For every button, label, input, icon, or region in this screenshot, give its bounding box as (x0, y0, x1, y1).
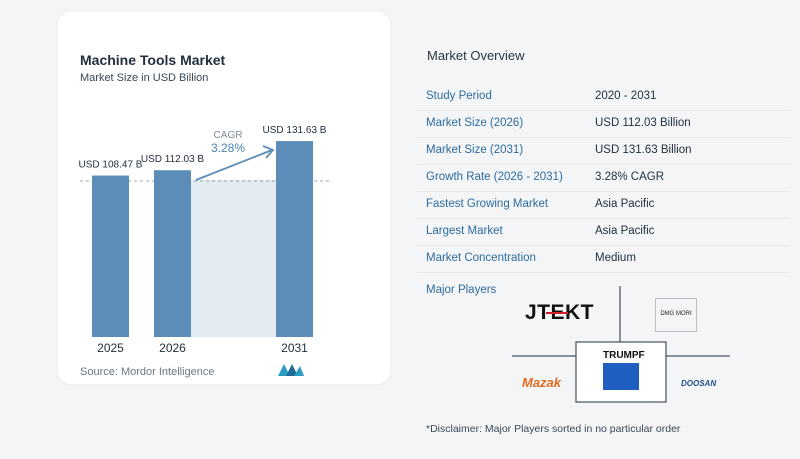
overview-row: Fastest Growing Market Asia Pacific (417, 192, 787, 219)
category-label-2031: 2031 (281, 341, 308, 355)
chart-subtitle: Market Size in USD Billion (80, 72, 209, 84)
category-label-2026: 2026 (159, 341, 186, 355)
overview-row: Study Period 2020 - 2031 (417, 84, 787, 111)
row-label: Market Size (2031) (426, 144, 524, 156)
row-label: Study Period (426, 90, 492, 102)
disclaimer: *Disclaimer: Major Players sorted in no … (426, 423, 681, 435)
cagr-arrow (195, 149, 273, 181)
overview-table: Study Period 2020 - 2031 Market Size (202… (417, 84, 787, 273)
bar-2026 (154, 170, 191, 337)
value-label-2026: USD 112.03 B (141, 154, 205, 165)
row-value: Asia Pacific (595, 198, 655, 210)
trumpf-logo: TRUMPF (603, 350, 645, 361)
row-value: USD 112.03 Billion (595, 117, 691, 129)
dmg-mori-logo: DMG MORI (660, 311, 692, 317)
row-label: Largest Market (426, 225, 503, 237)
row-label: Growth Rate (2026 - 2031) (426, 171, 563, 183)
mordor-logo-icon (278, 364, 304, 376)
chart-title: Machine Tools Market (80, 52, 226, 68)
overview-row: Market Size (2031) USD 131.63 Billion (417, 138, 787, 165)
trumpf-blue-block-icon (603, 363, 639, 390)
overview-title: Market Overview (427, 48, 525, 63)
cagr-label: CAGR (214, 130, 243, 141)
dmg-mori-logo-box (655, 298, 697, 332)
cagr-arrowhead (262, 145, 275, 159)
overview-row: Market Size (2026) USD 112.03 Billion (417, 111, 787, 138)
value-label-2025: USD 108.47 B (79, 160, 143, 171)
row-value: Medium (595, 252, 636, 264)
row-value: USD 131.63 Billion (595, 144, 692, 156)
bar-2031 (276, 141, 313, 337)
jtekt-red-bar-icon (546, 312, 568, 314)
growth-shade (189, 180, 277, 337)
source-note: Source: Mordor Intelligence (80, 366, 215, 378)
doosan-logo: DOOSAN (681, 379, 717, 388)
row-value: 3.28% CAGR (595, 171, 665, 183)
row-value: Asia Pacific (595, 225, 655, 237)
mazak-logo: Mazak (522, 375, 562, 390)
overview-row: Growth Rate (2026 - 2031) 3.28% CAGR (417, 165, 787, 192)
overview-row: Largest Market Asia Pacific (417, 219, 787, 246)
overview-row: Market Concentration Medium (417, 246, 787, 273)
bar-2025 (92, 175, 129, 337)
row-label: Fastest Growing Market (426, 198, 549, 210)
row-label: Market Size (2026) (426, 117, 524, 129)
cagr-value: 3.28% (211, 141, 245, 155)
row-label: Market Concentration (426, 252, 536, 264)
value-label-2031: USD 131.63 B (263, 125, 327, 136)
major-players-title: Major Players (426, 284, 497, 296)
bar-chart: USD 108.47 B 2025 USD 112.03 B 2026 USD 131.… (79, 125, 330, 355)
row-value: 2020 - 2031 (595, 90, 657, 102)
category-label-2025: 2025 (97, 341, 124, 355)
